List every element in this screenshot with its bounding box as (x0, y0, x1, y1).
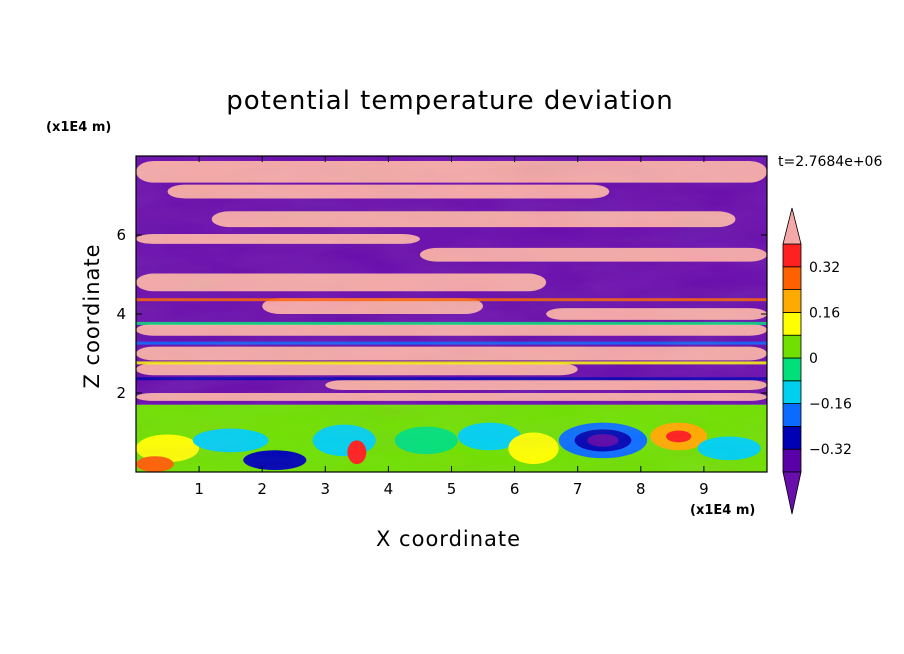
x-tick-label: 7 (573, 480, 583, 498)
colorbar-box (782, 334, 802, 359)
colorbar-box (782, 243, 802, 268)
colorbar-label: 0.16 (809, 305, 840, 321)
colorbar-max-extension (782, 207, 802, 245)
x-unit-label: (x1E4 m) (690, 503, 756, 518)
colorbar-label: 0.32 (809, 260, 840, 276)
x-axis-label: X coordinate (376, 527, 522, 551)
colorbar-label: −0.16 (809, 397, 852, 413)
x-tick-label: 3 (321, 480, 331, 498)
time-label: t=2.7684e+06 (778, 154, 883, 170)
colorbar-box (782, 311, 802, 336)
colorbar: 0.32 0.16 0 −0.16 −0.32 (782, 207, 852, 515)
colorbar-box (782, 357, 802, 382)
colorbar-min-extension (782, 471, 802, 515)
x-tick-label: 1 (194, 480, 204, 498)
x-tick-label: 5 (447, 480, 457, 498)
colorbar-box (782, 448, 802, 473)
colorbar-box (782, 289, 802, 313)
y-tick-label: 6 (116, 226, 126, 244)
y-tick-label: 4 (116, 305, 126, 323)
x-tick-label: 2 (257, 480, 267, 498)
colorbar-box (782, 425, 802, 450)
field-texture (136, 156, 767, 472)
x-tick-label: 4 (384, 480, 394, 498)
colorbar-box (782, 380, 802, 404)
colorbar-box (782, 403, 802, 427)
chart-title: potential temperature deviation (226, 86, 674, 116)
colorbar-label: 0 (809, 351, 818, 367)
field-area (136, 156, 767, 472)
x-tick-label: 8 (636, 480, 646, 498)
axis-ticks: 1 2 3 4 5 6 7 8 9 2 4 6 (116, 156, 767, 498)
colorbar-box (782, 266, 802, 290)
x-tick-label: 9 (699, 480, 709, 498)
x-tick-label: 6 (510, 480, 520, 498)
y-tick-label: 2 (116, 384, 126, 402)
y-unit-label: (x1E4 m) (46, 120, 112, 135)
colorbar-label: −0.32 (809, 442, 852, 458)
